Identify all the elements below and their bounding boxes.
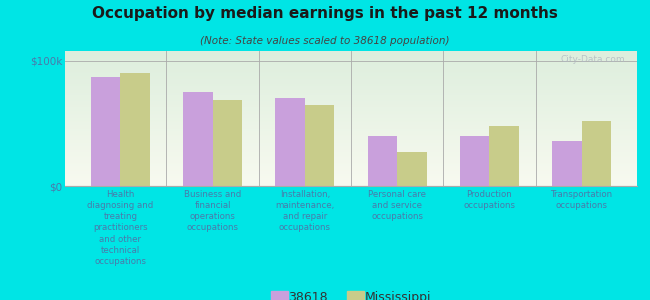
- Bar: [305, 105, 334, 186]
- Bar: [582, 121, 611, 186]
- Bar: [552, 141, 582, 186]
- Text: City-Data.com: City-Data.com: [561, 55, 625, 64]
- Bar: [91, 77, 120, 186]
- Bar: [213, 100, 242, 186]
- Bar: [368, 136, 397, 186]
- Bar: [183, 92, 213, 186]
- Bar: [489, 126, 519, 186]
- Text: Occupation by median earnings in the past 12 months: Occupation by median earnings in the pas…: [92, 6, 558, 21]
- Bar: [460, 136, 489, 186]
- Bar: [276, 98, 305, 186]
- Text: (Note: State values scaled to 38618 population): (Note: State values scaled to 38618 popu…: [200, 36, 450, 46]
- Bar: [120, 74, 150, 186]
- Legend: 38618, Mississippi: 38618, Mississippi: [267, 287, 435, 300]
- Bar: [397, 152, 426, 186]
